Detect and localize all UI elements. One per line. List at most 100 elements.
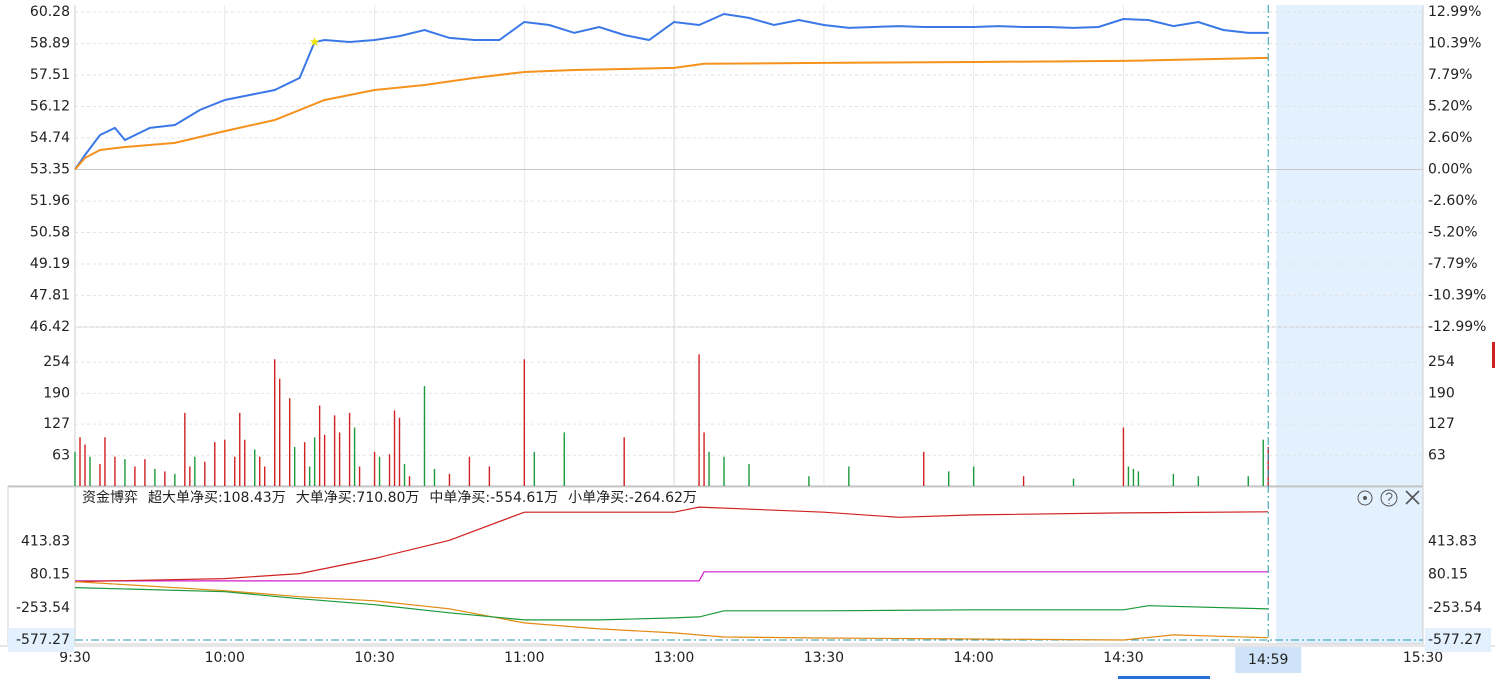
help-icon[interactable] <box>1380 489 1398 507</box>
x-tick-label: 14:00 <box>953 650 993 666</box>
volume-bar <box>154 468 156 486</box>
volume-bar <box>533 451 536 486</box>
y-tick-label: 54.74 <box>30 130 70 146</box>
settings-icon-dot <box>1363 496 1367 500</box>
volume-bar <box>403 464 406 486</box>
x-tick-label: 14:30 <box>1103 650 1143 666</box>
y-tick-label: 57.51 <box>30 67 70 83</box>
y2-tick-label: 5.20% <box>1428 98 1472 114</box>
volume-bar <box>708 451 710 486</box>
volume-bar <box>318 405 321 486</box>
y-tick-label: 63 <box>1428 447 1446 463</box>
edge-marker <box>1492 342 1495 368</box>
volume-bar <box>723 456 725 486</box>
x-tick-label: 13:30 <box>804 650 844 666</box>
y-tick-label: 254 <box>43 354 70 370</box>
volume-bar <box>264 466 266 486</box>
after-close-shade <box>1276 5 1423 644</box>
y-tick-label: -577.27 <box>1428 632 1482 648</box>
y2-tick-label: 0.00% <box>1428 162 1472 178</box>
y-tick-label: 63 <box>52 447 70 463</box>
cursor-label: 14:59 <box>1248 652 1288 668</box>
x-tick-label: 10:30 <box>354 650 394 666</box>
y-tick-label: 190 <box>43 385 70 401</box>
volume-bar <box>1197 476 1200 486</box>
legend-entry: 小单净买:-264.62万 <box>568 490 697 506</box>
volume-bar <box>488 466 491 486</box>
cursor-label-box <box>1235 647 1302 673</box>
y-tick-label: 49.19 <box>30 256 70 272</box>
y-tick-label: 60.28 <box>30 4 70 20</box>
volume-bar <box>84 444 86 486</box>
volume-bar <box>393 410 396 486</box>
panel-icons <box>1357 489 1420 507</box>
volume-bar <box>703 432 705 486</box>
y-tick-label: 50.58 <box>30 224 70 240</box>
volume-bar <box>378 456 381 486</box>
volume-bar <box>293 447 296 486</box>
volume-bar <box>373 451 376 486</box>
volume-bar <box>423 386 426 486</box>
y2-tick-label: -12.99% <box>1428 319 1486 335</box>
volume-bar <box>239 412 241 486</box>
legend-entry: 中单净买:-554.61万 <box>429 490 558 506</box>
volume-bar <box>134 466 136 486</box>
y-label-box <box>8 628 74 652</box>
series-line <box>74 581 1269 641</box>
volume-bar <box>1267 447 1269 486</box>
volume-bar <box>358 466 361 486</box>
volume-bar <box>124 459 126 486</box>
y2-tick-label: -10.39% <box>1428 287 1486 303</box>
series-line <box>75 571 1269 582</box>
panel-title: 资金博弈 <box>82 489 138 506</box>
volume-bar <box>338 432 341 486</box>
close-icon[interactable] <box>1405 490 1420 505</box>
volume-bar <box>224 439 226 486</box>
volume-bar <box>1072 478 1075 486</box>
x-tick-label: 13:00 <box>654 650 694 666</box>
y-tick-label: -253.54 <box>1428 600 1482 616</box>
volume-bar <box>923 451 925 486</box>
volume-bar <box>1262 439 1264 486</box>
volume-bar <box>303 442 306 486</box>
volume-bar <box>353 427 356 486</box>
volume-bar <box>448 473 451 486</box>
y-tick-label: 413.83 <box>1428 533 1477 549</box>
volume-bar <box>948 471 950 486</box>
x-tick-label: 11:00 <box>504 650 544 666</box>
volume-bar <box>79 437 81 486</box>
volume-bar <box>408 476 411 486</box>
volume-bar <box>808 476 810 486</box>
y-tick-label: 127 <box>43 416 70 432</box>
volume-bar <box>1127 466 1130 486</box>
volume-bar <box>698 354 700 486</box>
y2-tick-label: 2.60% <box>1428 130 1472 146</box>
volume-bar <box>388 454 391 486</box>
x-tick-label: 15:30 <box>1403 650 1443 666</box>
y-tick-label: 47.81 <box>30 287 70 303</box>
volume-bar <box>1137 471 1140 486</box>
volume-bar <box>99 464 101 486</box>
legend-entry: 超大单净买:108.43万 <box>148 490 286 506</box>
volume-bar <box>194 456 196 486</box>
y-label-box <box>1425 628 1491 652</box>
volume-bar <box>288 398 291 486</box>
volume-bar <box>848 466 850 486</box>
y2-tick-label: 7.79% <box>1428 67 1472 83</box>
scrollbar[interactable] <box>1118 676 1210 679</box>
volume-bar <box>398 417 401 486</box>
volume-bar <box>274 359 276 486</box>
y2-tick-label: 12.99% <box>1428 4 1481 20</box>
volume-bar <box>1022 476 1025 486</box>
volume-bar <box>313 437 316 486</box>
series-line <box>74 56 1269 171</box>
volume-bar <box>214 442 216 486</box>
y-tick-label: 413.83 <box>21 533 70 549</box>
y-tick-label: 190 <box>1428 385 1455 401</box>
volume-bar <box>433 468 436 486</box>
settings-icon[interactable] <box>1357 490 1373 506</box>
y2-tick-label: -7.79% <box>1428 256 1478 272</box>
volume-bar <box>333 415 336 486</box>
